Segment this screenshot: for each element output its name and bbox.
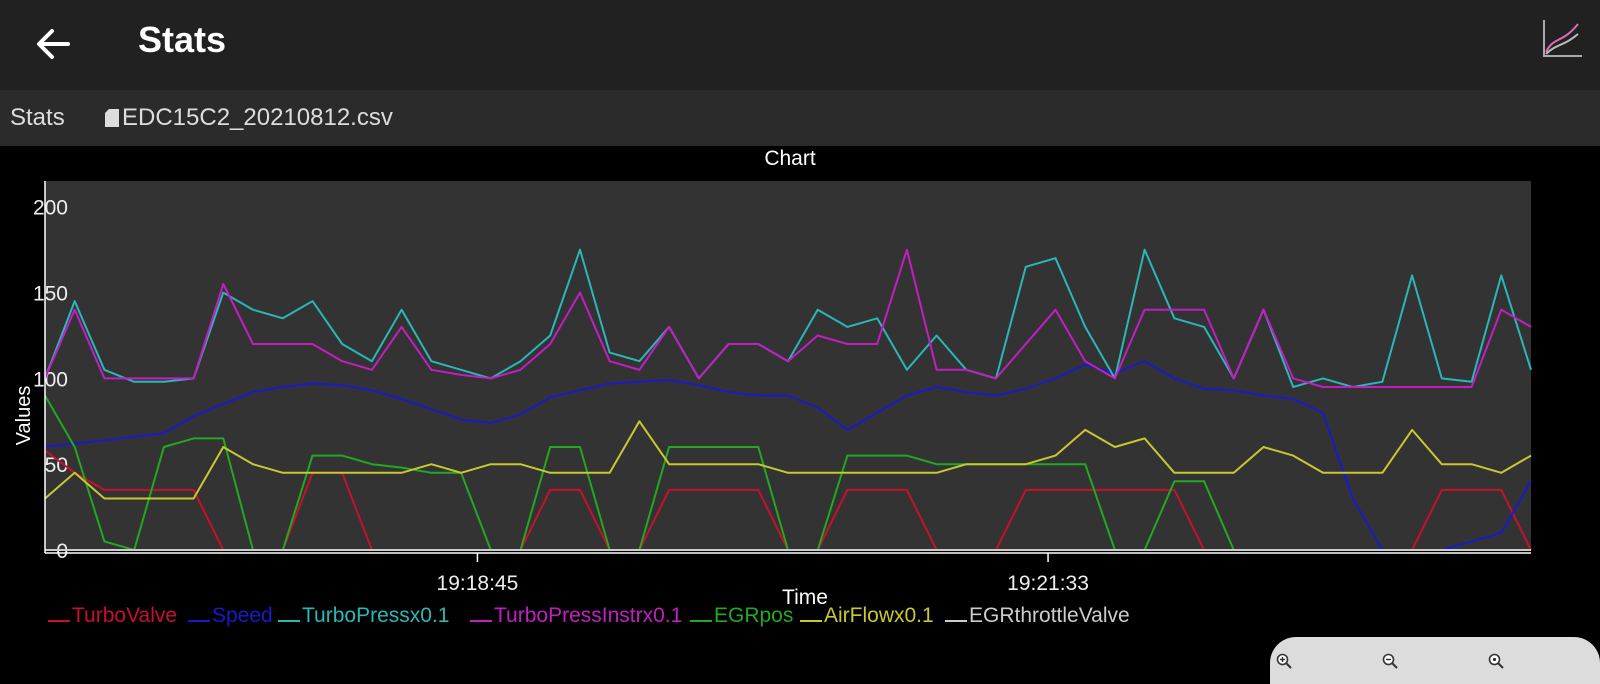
arrow-left-icon[interactable] (28, 18, 80, 70)
legend-label: TurboPressInstrx0.1 (494, 604, 682, 627)
zoom-reset-icon[interactable] (1488, 653, 1504, 669)
y-tick-label: 100 (33, 368, 68, 391)
file-name: EDC15C2_20210812.csv (122, 104, 393, 131)
line-chart-icon[interactable] (1538, 14, 1586, 62)
legend-label: EGRpos (714, 604, 793, 627)
legend-label: TurboPressx0.1 (302, 604, 449, 627)
app-bar: Stats (0, 0, 1600, 90)
zoom-out-icon[interactable] (1382, 653, 1398, 669)
y-tick-label: 50 (45, 454, 68, 477)
zoom-in-icon[interactable] (1276, 653, 1292, 669)
file-bar: Stats EDC15C2_20210812.csv (0, 90, 1600, 146)
breadcrumb-stats: Stats (10, 104, 65, 131)
chart-title: Chart (764, 147, 816, 170)
legend-label: EGRthrottleValve (969, 604, 1130, 627)
sd-card-icon (105, 109, 119, 127)
series-line-speed (44, 360, 1532, 551)
x-tick-label: 19:21:33 (1007, 572, 1089, 595)
page-title: Stats (138, 19, 227, 60)
x-tick-label: 19:18:45 (437, 572, 519, 595)
legend-label: AirFlowx0.1 (824, 604, 934, 627)
y-tick-label: 150 (33, 283, 68, 306)
legend-label: TurboValve (72, 604, 177, 627)
series-line-airflowx0-1 (44, 420, 1532, 500)
chart-panel: Chart 0 50 100 150 200 Values 19:18:45 19:21:33 T… (10, 147, 1590, 684)
line-chart[interactable]: Chart 0 50 100 150 200 Values 19:18:45 19:21:33 T… (10, 147, 1590, 684)
legend-label: Speed (212, 604, 273, 627)
y-tick-label: 0 (56, 540, 68, 563)
y-axis-label: Values (13, 386, 35, 446)
plot-area (45, 181, 1531, 550)
zoom-controls (1270, 637, 1600, 684)
y-tick-label: 200 (33, 197, 68, 220)
x-axis-label: Time (782, 586, 828, 609)
series-line-turbopressinstrx0-1 (44, 248, 1532, 388)
